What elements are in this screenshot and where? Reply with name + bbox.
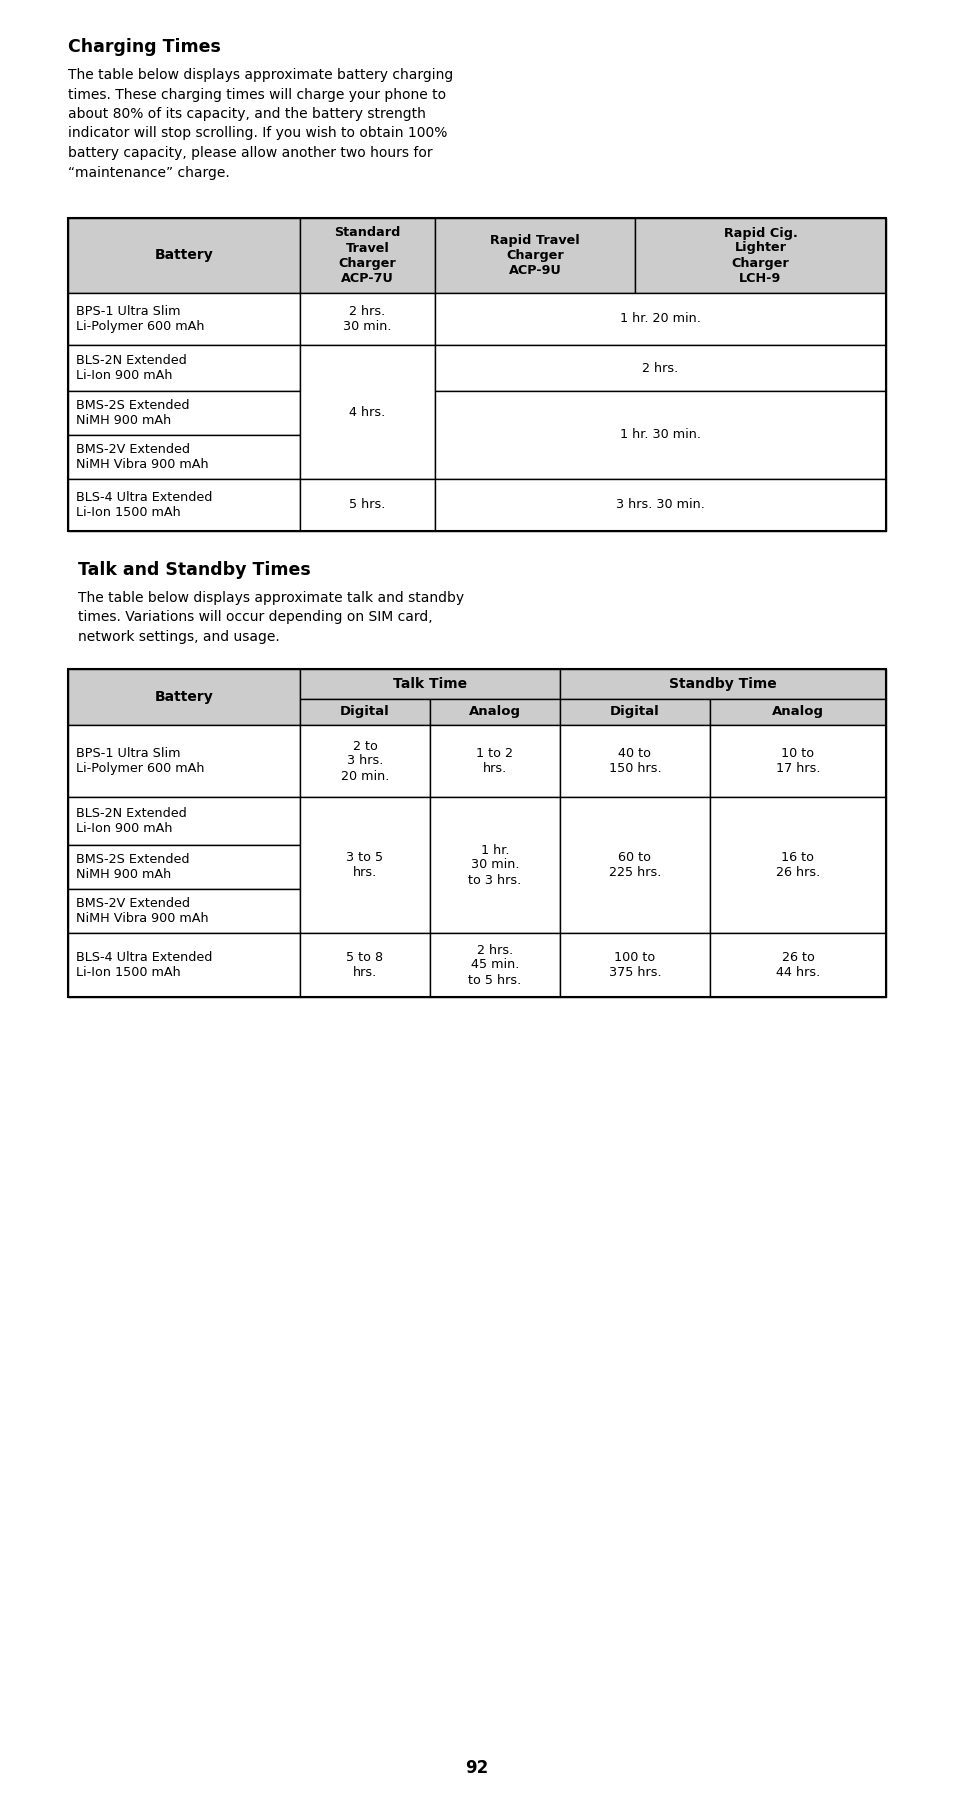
Bar [68,294,299,344]
Text: Standby Time: Standby Time [668,676,776,691]
Bar [299,700,430,725]
Bar [435,218,635,294]
Bar [68,344,299,391]
Text: 10 to
17 hrs.: 10 to 17 hrs. [775,746,820,775]
Text: 1 to 2
hrs.: 1 to 2 hrs. [476,746,513,775]
Text: Battery: Battery [154,249,213,263]
Text: BPS-1 Ultra Slim
Li-Polymer 600 mAh: BPS-1 Ultra Slim Li-Polymer 600 mAh [76,746,204,775]
Bar [430,700,559,725]
Text: Talk Time: Talk Time [393,676,467,691]
Bar [68,669,885,997]
Text: Analog: Analog [771,705,823,719]
Text: Analog: Analog [469,705,520,719]
Text: Rapid Cig.
Lighter
Charger
LCH-9: Rapid Cig. Lighter Charger LCH-9 [723,227,797,285]
Text: 60 to
225 hrs.: 60 to 225 hrs. [608,851,660,880]
Bar [435,391,885,480]
Text: 1 hr. 30 min.: 1 hr. 30 min. [619,429,700,442]
Bar [559,725,709,797]
Text: 2 hrs.
45 min.
to 5 hrs.: 2 hrs. 45 min. to 5 hrs. [468,943,521,986]
Text: BLS-4 Ultra Extended
Li-Ion 1500 mAh: BLS-4 Ultra Extended Li-Ion 1500 mAh [76,490,213,519]
Text: 26 to
44 hrs.: 26 to 44 hrs. [775,950,820,979]
Bar [299,480,435,532]
Bar [709,700,885,725]
Text: 5 to 8
hrs.: 5 to 8 hrs. [346,950,383,979]
Text: 100 to
375 hrs.: 100 to 375 hrs. [608,950,660,979]
Bar [430,932,559,997]
Text: 1 hr. 20 min.: 1 hr. 20 min. [619,312,700,326]
Bar [435,294,885,344]
Bar [299,344,435,480]
Text: 2 hrs.: 2 hrs. [641,361,678,375]
Text: Digital: Digital [340,705,390,719]
Bar [559,932,709,997]
Text: 5 hrs.: 5 hrs. [349,498,385,512]
Bar [709,725,885,797]
Bar [68,669,299,725]
Text: Rapid Travel
Charger
ACP-9U: Rapid Travel Charger ACP-9U [490,234,579,278]
Bar [430,725,559,797]
Bar [430,797,559,932]
Bar [435,344,885,391]
Text: BPS-1 Ultra Slim
Li-Polymer 600 mAh: BPS-1 Ultra Slim Li-Polymer 600 mAh [76,305,204,334]
Text: Talk and Standby Times: Talk and Standby Times [78,561,311,579]
Bar [559,700,709,725]
Bar [299,797,430,932]
Bar [559,797,709,932]
Bar [299,218,435,294]
Bar [68,797,299,846]
Text: BMS-2V Extended
NiMH Vibra 900 mAh: BMS-2V Extended NiMH Vibra 900 mAh [76,898,209,925]
Text: BMS-2V Extended
NiMH Vibra 900 mAh: BMS-2V Extended NiMH Vibra 900 mAh [76,444,209,471]
Bar [68,218,885,532]
Text: Battery: Battery [154,691,213,703]
Text: BMS-2S Extended
NiMH 900 mAh: BMS-2S Extended NiMH 900 mAh [76,398,190,427]
Bar [68,480,299,532]
Text: 16 to
26 hrs.: 16 to 26 hrs. [775,851,820,880]
Bar [68,932,299,997]
Text: Charging Times: Charging Times [68,38,221,56]
Text: BMS-2S Extended
NiMH 900 mAh: BMS-2S Extended NiMH 900 mAh [76,853,190,882]
Text: 2 hrs.
30 min.: 2 hrs. 30 min. [343,305,392,334]
Bar [68,435,299,480]
Bar [709,797,885,932]
Bar [68,846,299,889]
Text: BLS-2N Extended
Li-Ion 900 mAh: BLS-2N Extended Li-Ion 900 mAh [76,808,187,835]
Text: BLS-4 Ultra Extended
Li-Ion 1500 mAh: BLS-4 Ultra Extended Li-Ion 1500 mAh [76,950,213,979]
Bar [709,932,885,997]
Text: 1 hr.
30 min.
to 3 hrs.: 1 hr. 30 min. to 3 hrs. [468,844,521,887]
Text: The table below displays approximate battery charging
times. These charging time: The table below displays approximate bat… [68,69,453,180]
Text: 2 to
3 hrs.
20 min.: 2 to 3 hrs. 20 min. [340,739,389,783]
Text: 92: 92 [465,1760,488,1778]
Text: 4 hrs.: 4 hrs. [349,406,385,418]
Text: 40 to
150 hrs.: 40 to 150 hrs. [608,746,660,775]
Bar [559,669,885,700]
Text: BLS-2N Extended
Li-Ion 900 mAh: BLS-2N Extended Li-Ion 900 mAh [76,353,187,382]
Bar [68,391,299,435]
Text: Digital: Digital [610,705,659,719]
Bar [68,725,299,797]
Bar [299,725,430,797]
Bar [299,932,430,997]
Bar [435,480,885,532]
Bar [635,218,885,294]
Text: 3 to 5
hrs.: 3 to 5 hrs. [346,851,383,880]
Bar [299,669,559,700]
Bar [68,889,299,932]
Text: 3 hrs. 30 min.: 3 hrs. 30 min. [616,498,704,512]
Text: Standard
Travel
Charger
ACP-7U: Standard Travel Charger ACP-7U [334,227,400,285]
Bar [68,218,299,294]
Text: The table below displays approximate talk and standby
times. Variations will occ: The table below displays approximate tal… [78,591,464,644]
Bar [299,294,435,344]
